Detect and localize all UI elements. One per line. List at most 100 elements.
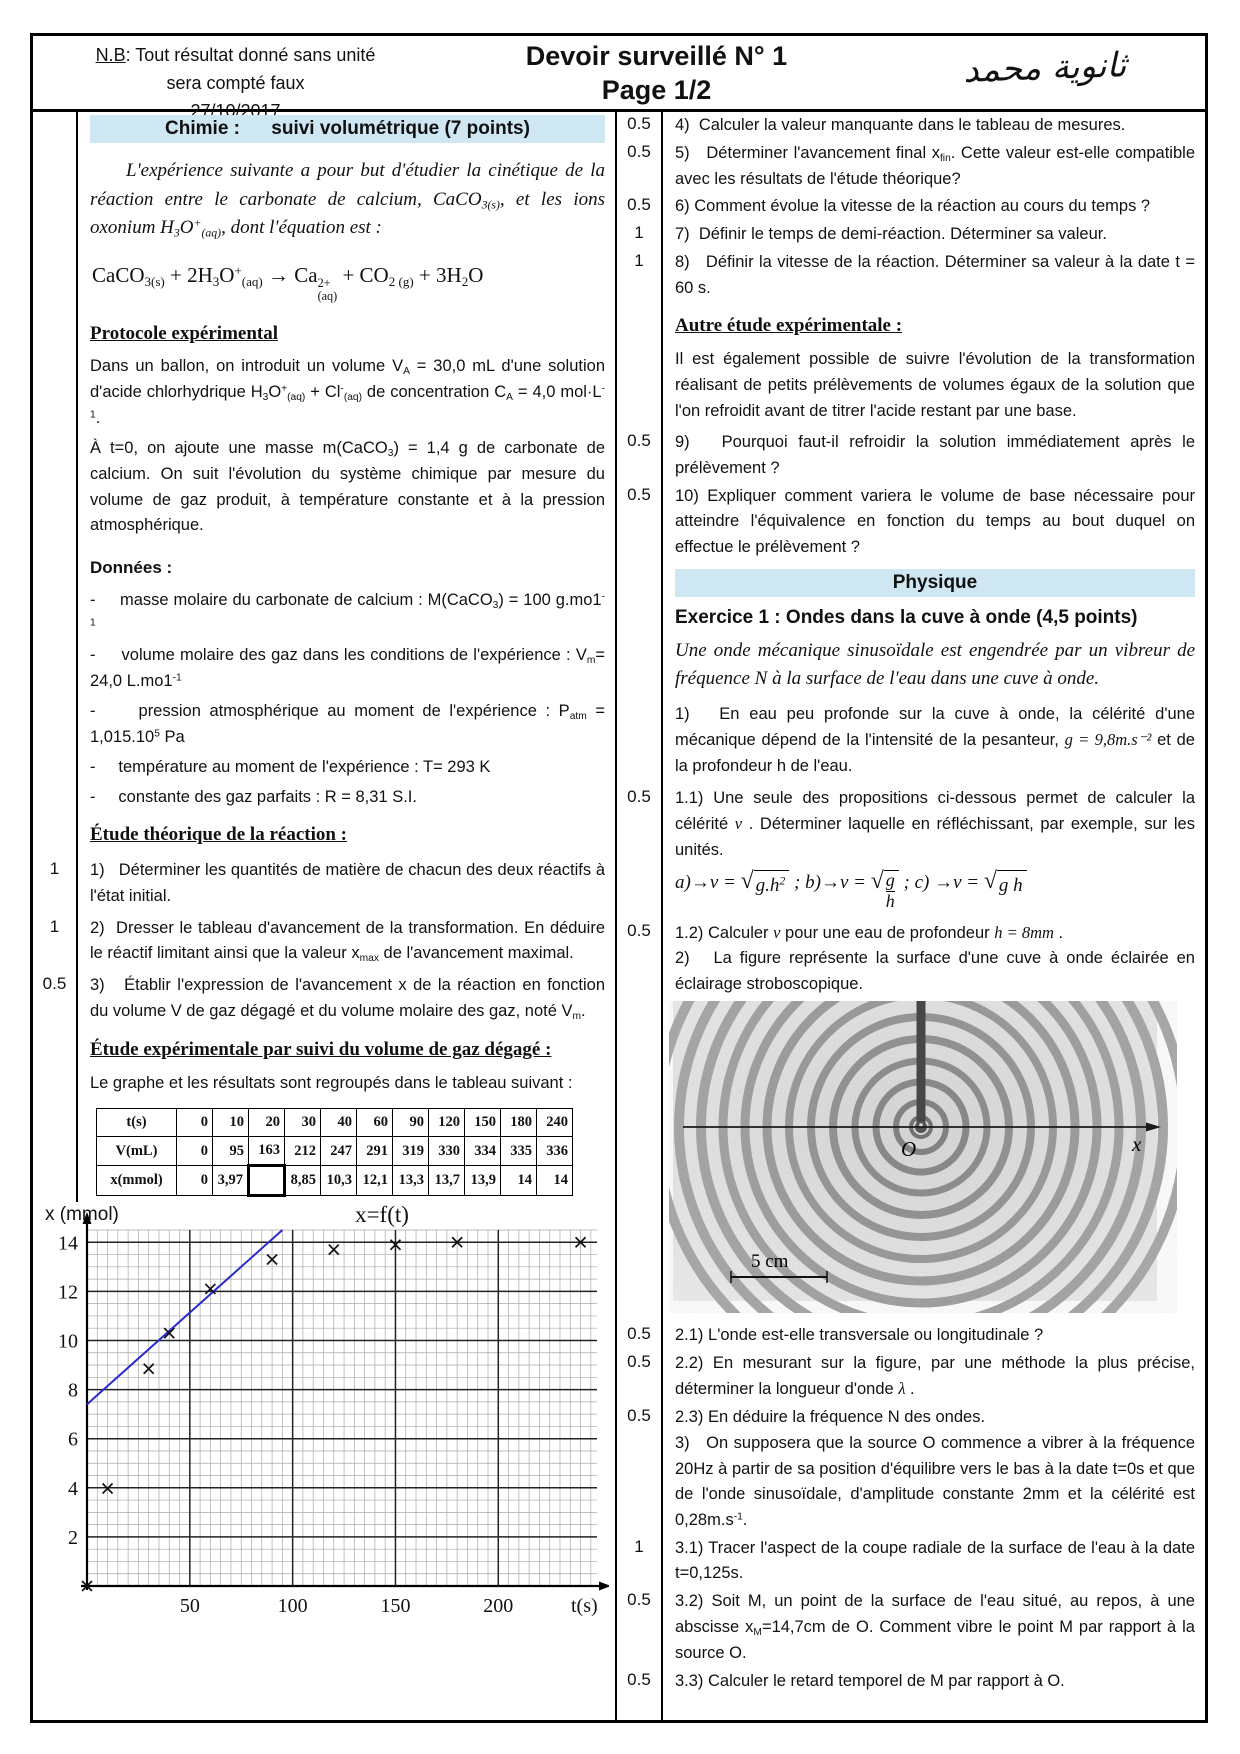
chimie-points: (7 points): [444, 118, 530, 139]
mark-value: 0.5: [615, 1349, 663, 1405]
svg-text:150: 150: [380, 1595, 410, 1617]
table-cell: 95: [212, 1136, 249, 1167]
measure-table: t(s) 0 10 20 30 40 60 90 120 150 180 240 V(mL) 0 95 163…: [90, 1108, 613, 1198]
question-3-1: 3.1) Tracer l'aspect de la coupe radiale…: [675, 1538, 1195, 1583]
table-row: t(s) 0 10 20 30 40 60 90 120 150 180 240: [96, 1108, 573, 1138]
table-cell: 8,85: [284, 1165, 321, 1197]
reaction-equation: CaCO3(s) + 2H3O+(aq) → Ca 2+ (aq) + CO2 (g…: [92, 262, 484, 303]
mark-value: 0.5: [615, 482, 663, 566]
scale-bar: [730, 1270, 828, 1283]
table-cell: 60: [356, 1108, 393, 1138]
question-1: 1) Déterminer les quantités de matière d…: [90, 861, 605, 905]
table-cell: 14: [500, 1165, 537, 1197]
question-3: 3) Établir l'expression de l'avancement …: [90, 976, 605, 1023]
autre-etude-heading: Autre étude expérimentale :: [675, 315, 903, 337]
table-cell: 13,3: [392, 1165, 429, 1197]
table-cell: 319: [392, 1136, 429, 1167]
physique-intro: Une onde mécanique sinusoïdale est engen…: [675, 639, 1195, 690]
page-header: N.B: Tout résultat donné sans unité sera…: [33, 36, 1205, 121]
exercice-title: Exercice 1 : Ondes dans la cuve à onde (…: [675, 606, 1138, 628]
svg-text:6: 6: [68, 1429, 78, 1451]
table-cell: 336: [536, 1136, 573, 1167]
header-note: N.B: Tout résultat donné sans unité sera…: [33, 36, 428, 121]
chimie-label: Chimie :: [165, 118, 240, 139]
mark-value: 0.5: [615, 112, 663, 140]
row-header: V(mL): [96, 1136, 177, 1167]
mark-value: 0.5: [615, 1404, 663, 1535]
protocole-p1: Dans un ballon, on introduit un volume V…: [90, 357, 606, 428]
svg-text:4: 4: [68, 1478, 78, 1500]
table-cell: 0: [176, 1108, 213, 1138]
mark-value: 0.5: [615, 429, 663, 483]
chimie-section-band: Chimie : suivi volumétrique (7 points): [90, 115, 605, 143]
table-cell: 10: [212, 1108, 249, 1138]
table-cell: 14: [536, 1165, 573, 1197]
question-9: 9) Pourquoi faut-il refroidir la solutio…: [675, 433, 1195, 477]
table-cell: 240: [536, 1108, 573, 1138]
mark-value: 1: [615, 221, 663, 249]
autre-etude-paragraph: Il est également possible de suivre l'év…: [675, 350, 1195, 420]
page-body: Chimie : suivi volumétrique (7 points) L…: [33, 112, 1205, 1720]
svg-text:12: 12: [58, 1282, 78, 1304]
protocole-p2: À t=0, on ajoute une masse m(CaCO3) = 1,…: [90, 438, 606, 535]
celerite-formulas: a)→v = g.h2 ; b)→v = gh ; c) →v = g h: [675, 868, 1195, 912]
question-5: 5) Déterminer l'avancement final xfin. C…: [675, 143, 1195, 188]
question-row: 0.5 3) Établir l'expression de l'avancem…: [33, 972, 615, 1030]
table-cell: 30: [284, 1108, 321, 1138]
donnee-item: - température au moment de l'expérience …: [90, 757, 491, 776]
svg-text:50: 50: [180, 1595, 200, 1617]
mark-value: 0.5: [615, 1667, 663, 1696]
table-cell: 330: [428, 1136, 465, 1167]
svg-text:t(s): t(s): [571, 1595, 598, 1617]
physique-q1-paragraph: 1) En eau peu profonde sur la cuve à ond…: [675, 704, 1195, 776]
question-2: 2) Dresser le tableau d'avancement de la…: [90, 918, 605, 965]
nb-line1: N.B: Tout résultat donné sans unité: [95, 45, 376, 65]
svg-text:x (mmol): x (mmol): [45, 1204, 119, 1225]
question-2-2: 2.2) En mesurant sur la figure, par une …: [675, 1353, 1195, 1399]
question-row: 1 1) Déterminer les quantités de matière…: [33, 857, 615, 915]
svg-text:14: 14: [58, 1233, 78, 1255]
table-cell: 180: [500, 1108, 537, 1138]
question-3-3: 3.3) Calculer le retard temporel de M pa…: [675, 1671, 1065, 1690]
table-cell: 163: [248, 1136, 285, 1167]
tableau-intro: Le graphe et les résultats sont regroupé…: [90, 1073, 573, 1092]
column-right: 0.5 4) Calculer la valeur manquante dans…: [615, 112, 1205, 1720]
mark-value: 0.5: [615, 193, 663, 222]
table-cell: 3,97: [212, 1165, 249, 1197]
chimie-intro: L'expérience suivante a pour but d'étudi…: [90, 160, 605, 240]
chart-x-ft: 2 4 6 8 10 12 14 50 100 150 200 t(s) x=f(t) x (mmol): [45, 1202, 611, 1617]
table-cell: 13,7: [428, 1165, 465, 1197]
question-1-2: 1.2) Calculer v pour une eau de profonde…: [675, 922, 1064, 942]
question-6: 6) Comment évolue la vitesse de la réact…: [675, 197, 1151, 216]
chart-region: 2 4 6 8 10 12 14 50 100 150 200 t(s) x=f(t) x (mmol): [33, 1202, 615, 1633]
table-cell: 13,9: [464, 1165, 501, 1197]
table-cell: 291: [356, 1136, 393, 1167]
mark-value: 0.5: [615, 1588, 663, 1668]
question-8: 8) Définir la vitesse de la réaction. Dé…: [675, 252, 1195, 297]
physique-q2-paragraph: 2) La figure représente la surface d'une…: [675, 949, 1195, 994]
table-cell: 40: [320, 1108, 357, 1138]
donnee-item: - volume molaire des gaz dans les condit…: [90, 646, 605, 691]
school-calligraphy: ثانوية محمد: [962, 45, 1127, 91]
mark-value: 1: [615, 1534, 663, 1589]
exercice-points: (4,5 points): [1036, 606, 1138, 628]
page-number: Page 1/2: [601, 74, 712, 105]
question-2-3: 2.3) En déduire la fréquence N des ondes…: [675, 1408, 986, 1427]
donnees-heading: Données :: [90, 558, 173, 578]
question-2-1: 2.1) L'onde est-elle transversale ou lon…: [675, 1325, 1044, 1344]
mark-value: 0.5: [615, 918, 663, 999]
protocole-heading: Protocole expérimental: [90, 322, 278, 344]
table-cell: 334: [464, 1136, 501, 1167]
table-row: x(mmol) 0 3,97 8,85 10,3 12,1 13,3 13,7 13,9 14 1…: [96, 1164, 573, 1198]
source-highlight: [919, 1123, 923, 1127]
question-4: 4) Calculer la valeur manquante dans le …: [675, 116, 1126, 134]
svg-text:8: 8: [68, 1380, 78, 1402]
table-cell: 120: [428, 1108, 465, 1138]
axis-label: x: [1131, 1132, 1142, 1156]
table-cell: 12,1: [356, 1165, 393, 1197]
column-chimie: Chimie : suivi volumétrique (7 points) L…: [33, 112, 615, 1720]
physique-section-band: Physique: [675, 568, 1195, 597]
x-axis-arrow: [1146, 1122, 1161, 1132]
table-cell: 212: [284, 1136, 321, 1167]
mark-value: 1: [615, 248, 663, 307]
